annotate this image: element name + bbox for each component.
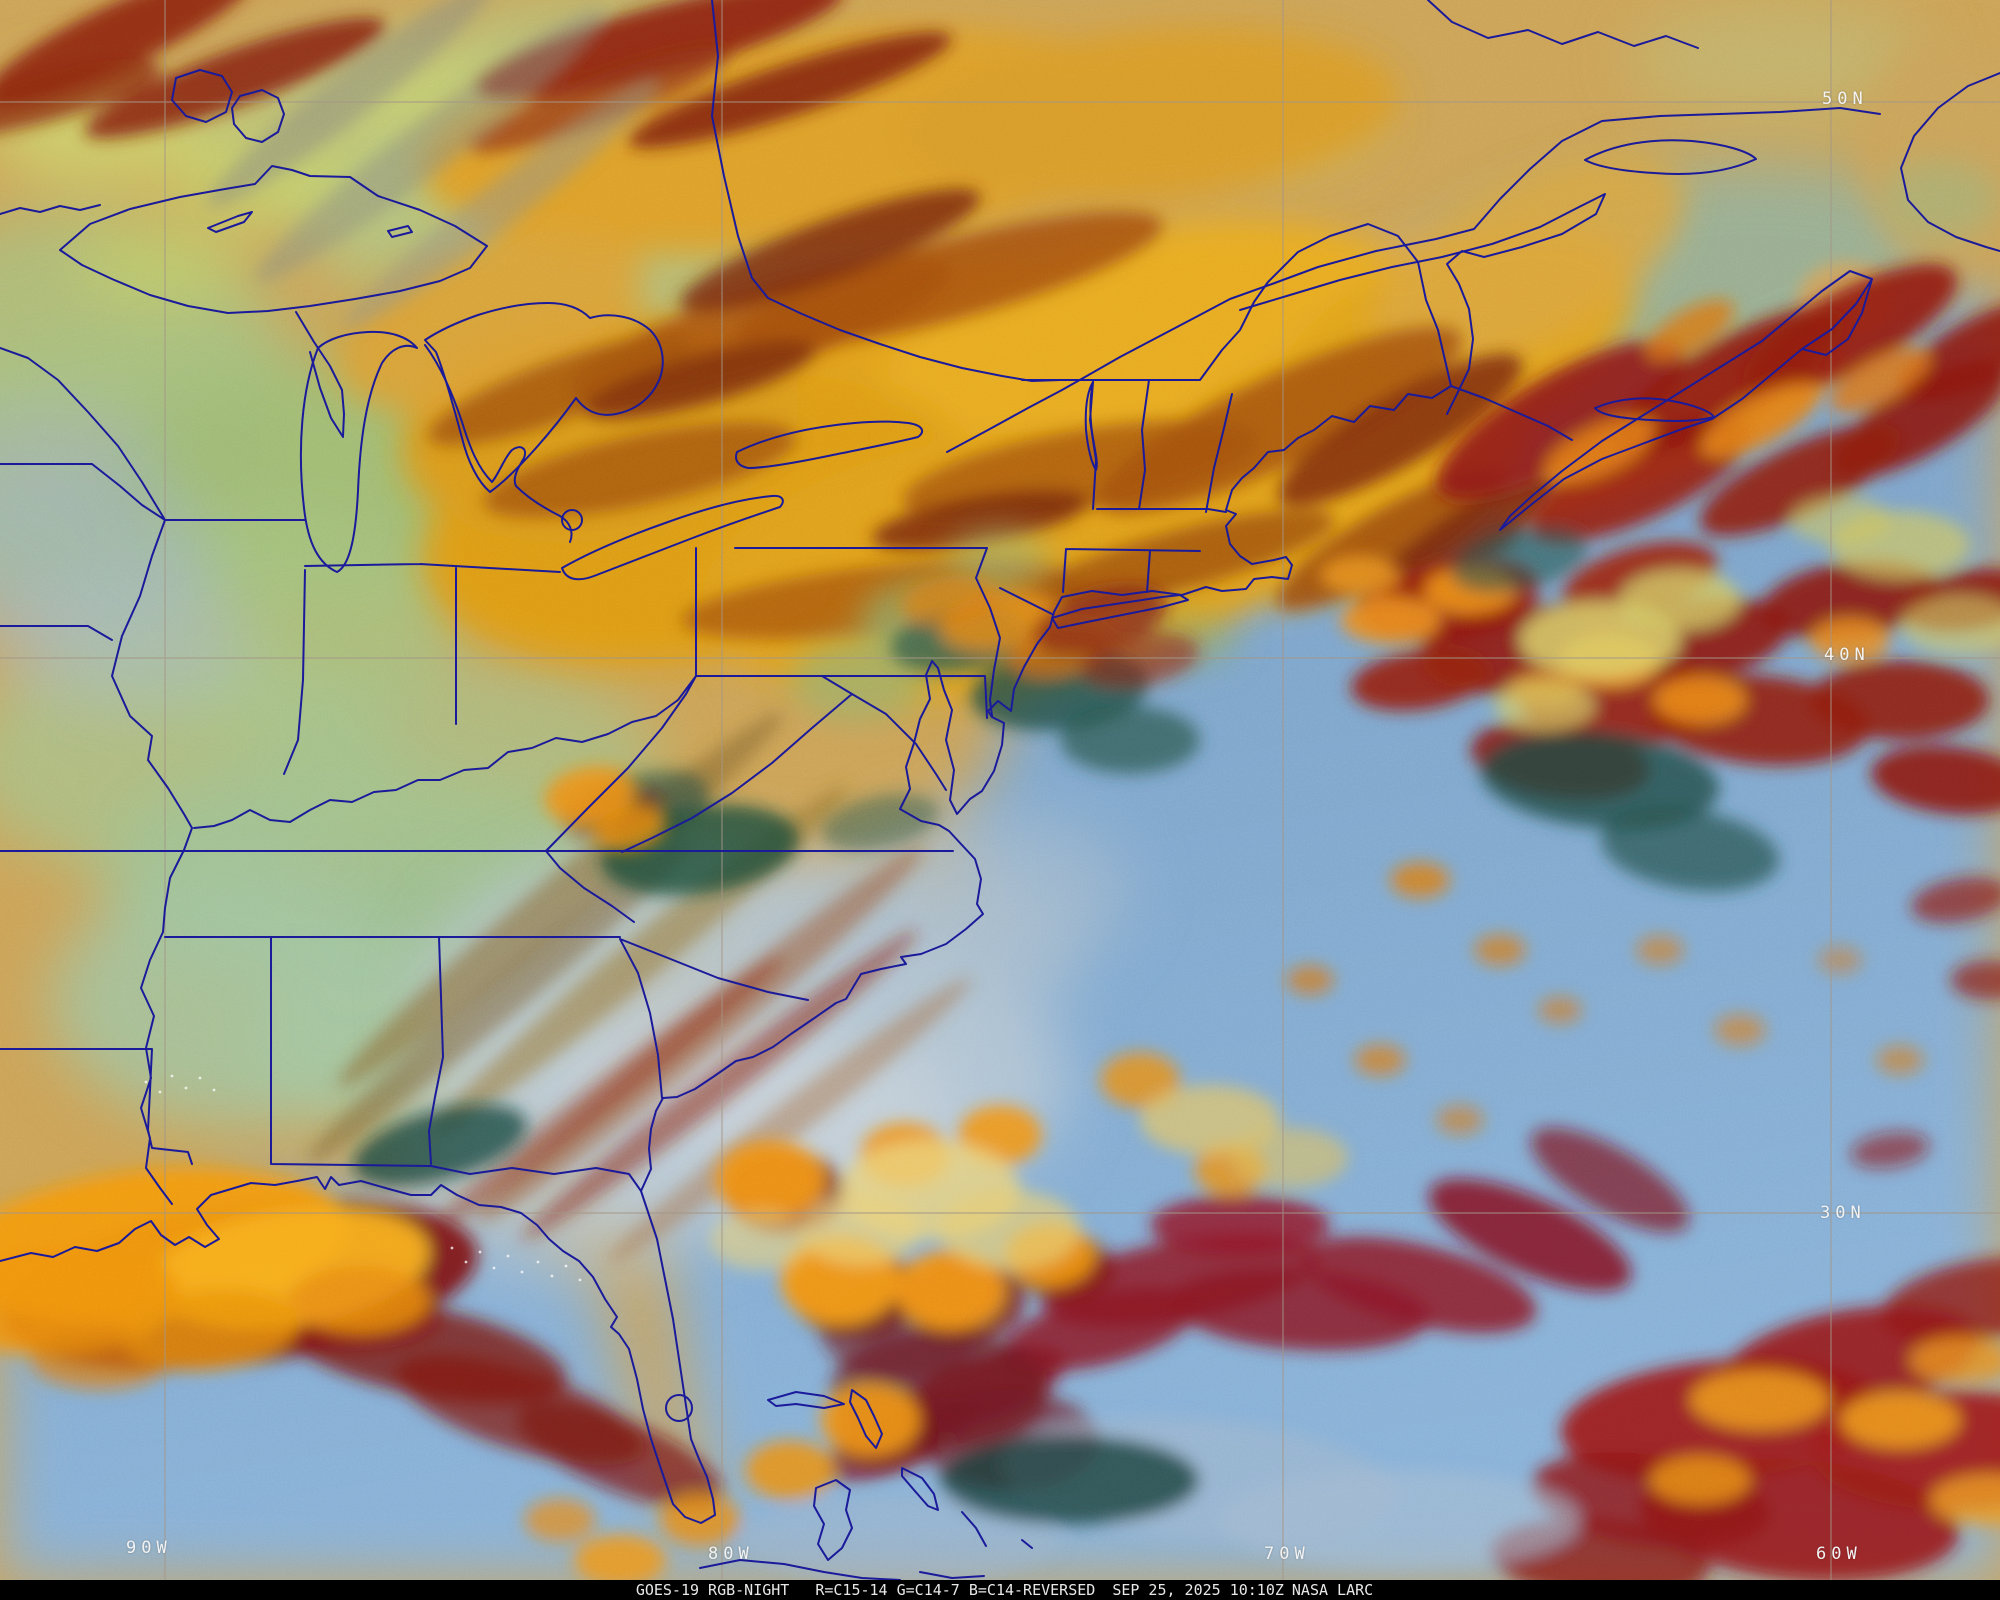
lat-label-50n: 50N <box>1822 89 1868 109</box>
footer-timestamp: SEP 25, 2025 10:10Z <box>1112 1581 1284 1599</box>
footer-product: GOES-19 RGB-NIGHT <box>635 1581 790 1599</box>
footer-recipe: R=C15-14 G=C14-7 B=C14-REVERSED <box>815 1581 1096 1599</box>
footer-bar: GOES-19 RGB-NIGHT R=C15-14 G=C14-7 B=C14… <box>0 1580 2000 1600</box>
lon-label-90w: 90W <box>126 1538 172 1558</box>
lat-label-30n: 30N <box>1820 1203 1866 1223</box>
lat-label-40n: 40N <box>1824 645 1870 665</box>
lon-label-80w: 80W <box>708 1544 754 1564</box>
footer-credit: NASA LARC <box>1291 1581 1374 1599</box>
lon-label-60w: 60W <box>1816 1544 1862 1564</box>
lon-label-70w: 70W <box>1264 1544 1310 1564</box>
